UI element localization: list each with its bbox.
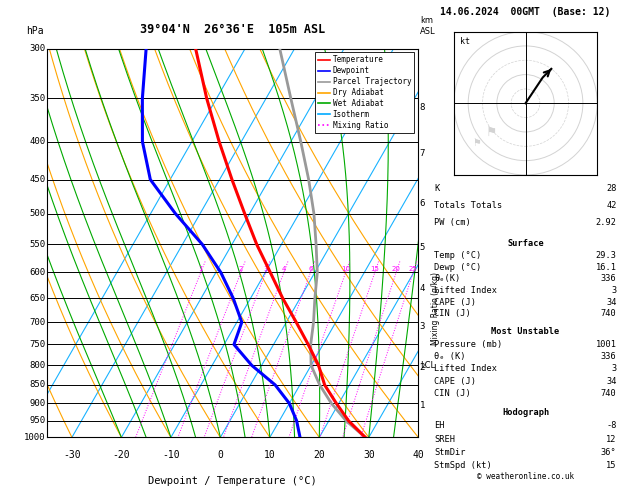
Text: 3: 3 [611,286,616,295]
Text: 3: 3 [611,364,616,373]
Text: ⚑: ⚑ [472,139,481,148]
Text: -10: -10 [162,451,180,460]
Text: 740: 740 [601,310,616,318]
Text: kt: kt [460,37,470,46]
Text: km
ASL: km ASL [420,17,435,35]
Text: Temp (°C): Temp (°C) [435,251,482,260]
Text: CAPE (J): CAPE (J) [435,298,476,307]
Text: 40: 40 [413,451,424,460]
Text: 6: 6 [420,199,425,208]
Text: StmDir: StmDir [435,448,466,457]
Text: 1: 1 [420,400,425,410]
Text: Lifted Index: Lifted Index [435,364,498,373]
Text: 28: 28 [606,184,616,193]
Text: 600: 600 [30,268,46,277]
Legend: Temperature, Dewpoint, Parcel Trajectory, Dry Adiabat, Wet Adiabat, Isotherm, Mi: Temperature, Dewpoint, Parcel Trajectory… [315,52,415,133]
Text: 4: 4 [420,284,425,293]
Text: 450: 450 [30,175,46,184]
Text: 336: 336 [601,275,616,283]
Text: Hodograph: Hodograph [502,408,549,417]
Text: 20: 20 [392,266,401,273]
Text: 900: 900 [30,399,46,408]
Text: SREH: SREH [435,434,455,444]
Text: 1: 1 [199,266,203,273]
Text: 300: 300 [30,44,46,53]
Text: θₑ (K): θₑ (K) [435,352,466,361]
Text: 39°04'N  26°36'E  105m ASL: 39°04'N 26°36'E 105m ASL [140,23,325,35]
Text: 6: 6 [308,266,313,273]
Text: 42: 42 [606,201,616,210]
Text: CIN (J): CIN (J) [435,389,471,398]
Text: θₑ(K): θₑ(K) [435,275,460,283]
Text: 2: 2 [238,266,243,273]
Text: Totals Totals: Totals Totals [435,201,503,210]
Text: 350: 350 [30,94,46,103]
Text: StmSpd (kt): StmSpd (kt) [435,461,492,470]
Text: ⚑: ⚑ [486,125,497,139]
Text: 25: 25 [409,266,418,273]
Text: 36°: 36° [601,448,616,457]
Text: 34: 34 [606,298,616,307]
Text: Mixing Ratio (g/kg): Mixing Ratio (g/kg) [431,272,440,345]
Text: 500: 500 [30,209,46,218]
Text: 15: 15 [606,461,616,470]
Text: 10: 10 [264,451,276,460]
Text: 7: 7 [420,149,425,158]
Text: 750: 750 [30,340,46,349]
Text: 30: 30 [363,451,375,460]
Text: 550: 550 [30,240,46,249]
Text: 850: 850 [30,381,46,389]
Text: 650: 650 [30,294,46,303]
Text: EH: EH [435,421,445,430]
Text: 34: 34 [606,377,616,386]
Text: PW (cm): PW (cm) [435,218,471,226]
Text: 20: 20 [313,451,325,460]
Text: -20: -20 [113,451,130,460]
Text: Lifted Index: Lifted Index [435,286,498,295]
Text: 950: 950 [30,417,46,425]
Text: 15: 15 [370,266,379,273]
Text: K: K [435,184,440,193]
Text: hPa: hPa [26,26,43,35]
Text: -30: -30 [63,451,81,460]
Text: 1000: 1000 [24,433,46,442]
Text: 700: 700 [30,318,46,327]
Text: 1001: 1001 [596,340,616,348]
Text: 16.1: 16.1 [596,263,616,272]
Text: 2: 2 [420,363,425,372]
Text: CAPE (J): CAPE (J) [435,377,476,386]
Text: 3: 3 [264,266,268,273]
Text: 29.3: 29.3 [596,251,616,260]
Text: CIN (J): CIN (J) [435,310,471,318]
Text: 10: 10 [341,266,350,273]
Text: -8: -8 [606,421,616,430]
Text: 5: 5 [420,243,425,252]
Text: 400: 400 [30,137,46,146]
Text: 8: 8 [420,103,425,112]
Text: LCL: LCL [420,361,435,370]
Text: 740: 740 [601,389,616,398]
Text: 4: 4 [282,266,286,273]
Text: Surface: Surface [507,240,544,248]
Text: 3: 3 [420,322,425,331]
Text: 12: 12 [606,434,616,444]
Text: Most Unstable: Most Unstable [491,327,560,336]
Text: © weatheronline.co.uk: © weatheronline.co.uk [477,472,574,481]
Text: 2.92: 2.92 [596,218,616,226]
Text: 14.06.2024  00GMT  (Base: 12): 14.06.2024 00GMT (Base: 12) [440,7,611,17]
Text: Pressure (mb): Pressure (mb) [435,340,503,348]
Text: 0: 0 [218,451,223,460]
Text: Dewpoint / Temperature (°C): Dewpoint / Temperature (°C) [148,476,317,486]
Text: 336: 336 [601,352,616,361]
Text: 800: 800 [30,361,46,370]
Text: Dewp (°C): Dewp (°C) [435,263,482,272]
